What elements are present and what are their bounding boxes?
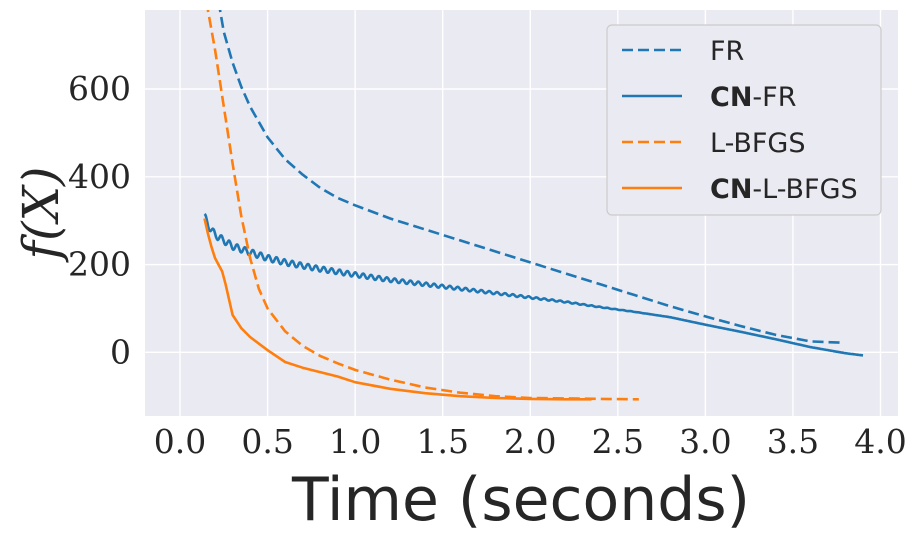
y-axis-title: f(X)	[12, 166, 70, 263]
x-tick-labels: 0.0 0.5 1.0 1.5 2.0 2.5 3.0 3.5 4.0	[154, 422, 907, 461]
x-tick-label: 1.0	[329, 422, 381, 461]
y-tick-label: 600	[68, 69, 131, 108]
legend: FR CN-FR L-BFGS CN-L-BFGS	[606, 24, 882, 216]
x-axis-title: Time (seconds)	[291, 465, 750, 535]
x-tick-label: 3.5	[767, 422, 819, 461]
legend-label: CN-L-BFGS	[710, 174, 858, 205]
legend-box	[606, 24, 882, 216]
x-tick-label: 2.0	[504, 422, 556, 461]
x-tick-label: 2.5	[592, 422, 644, 461]
y-tick-label: 200	[68, 245, 131, 284]
series-line-cn-fr	[203, 213, 864, 357]
x-tick-label: 0.0	[154, 422, 206, 461]
y-tick-label: 0	[110, 332, 131, 371]
series-line-cn-l-bfgs	[203, 218, 592, 401]
series-line-fr	[218, 10, 843, 344]
x-tick-label: 4.0	[854, 422, 906, 461]
series-line-l-bfgs	[206, 10, 639, 401]
y-tick-label: 400	[68, 157, 131, 196]
y-tick-labels: 0 200 400 600	[68, 69, 131, 371]
x-tick-label: 3.0	[679, 422, 731, 461]
legend-label: FR	[710, 36, 744, 67]
legend-label: CN-FR	[710, 82, 796, 113]
legend-label: L-BFGS	[710, 128, 805, 159]
series-layer	[203, 10, 864, 401]
x-tick-label: 1.5	[416, 422, 468, 461]
x-tick-label: 0.5	[241, 422, 293, 461]
